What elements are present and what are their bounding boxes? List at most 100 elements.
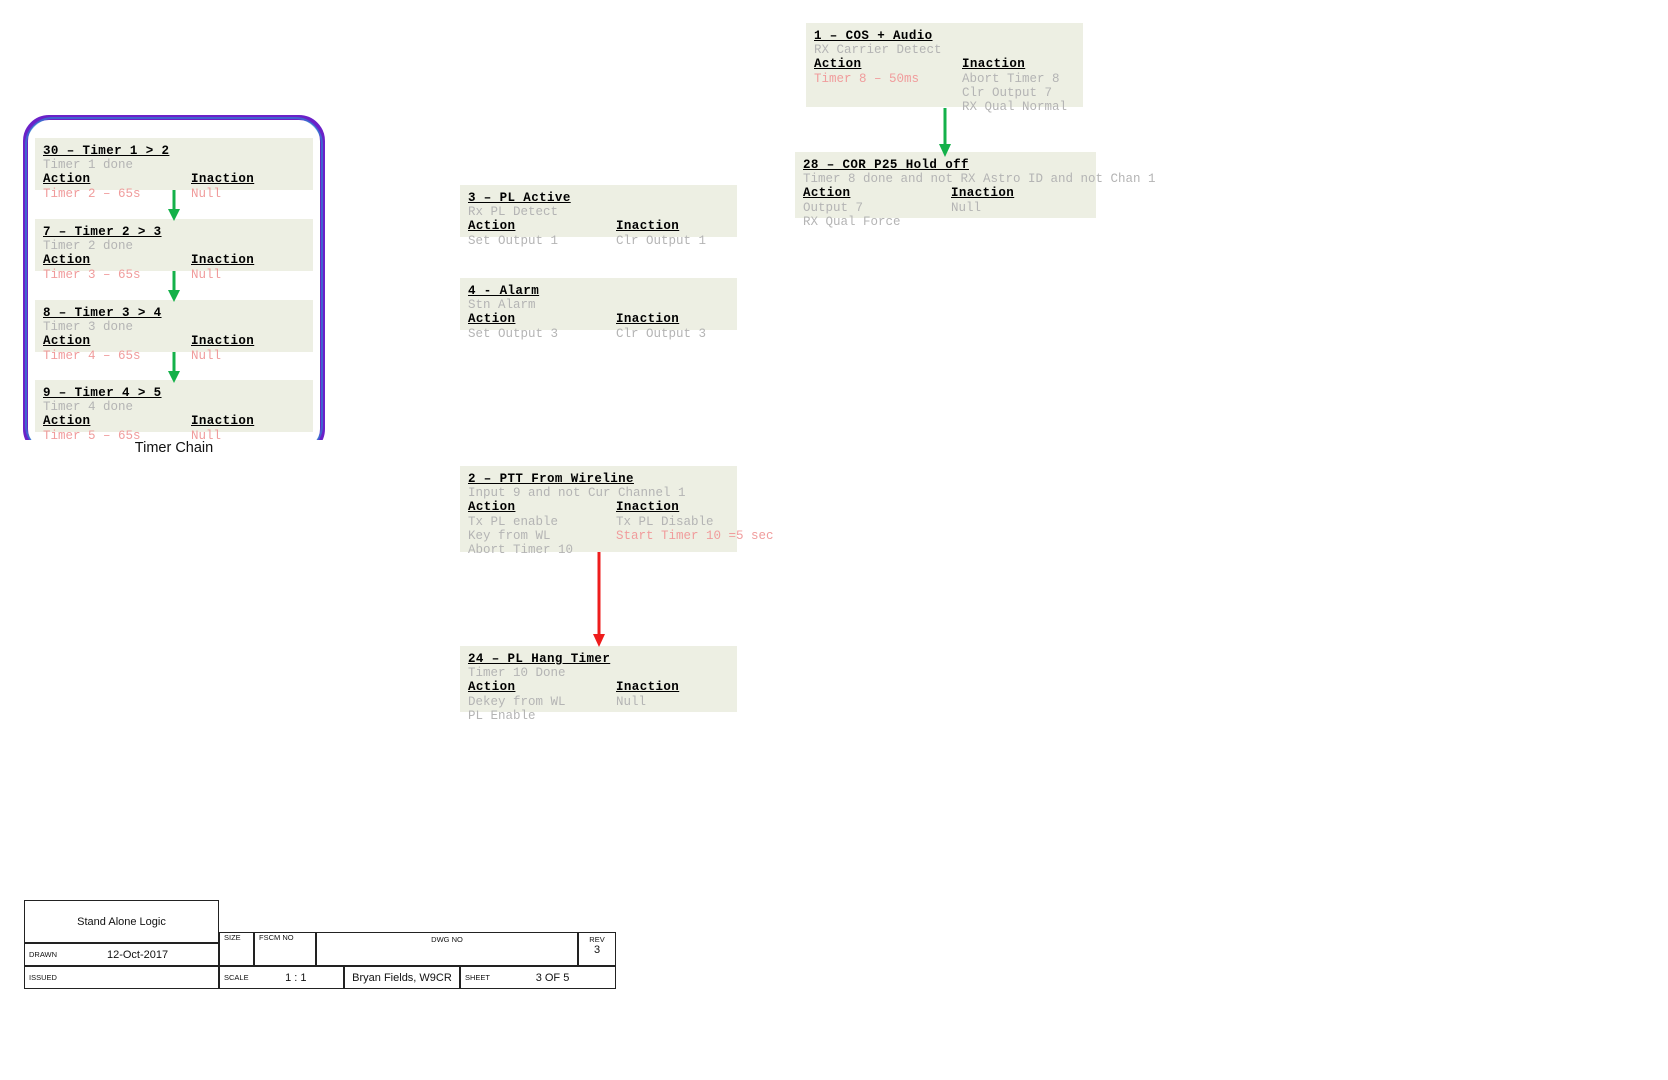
block-columns: Action Inaction Timer 5 – 65s Null xyxy=(43,414,305,442)
action-header: Action xyxy=(803,186,851,201)
block-cor-p25-hold-off[interactable]: 28 – COR P25 Hold off Timer 8 done and n… xyxy=(795,152,1156,229)
action-header: Action xyxy=(43,334,91,349)
block-columns: Action Inaction Output 7 Null RX Qual Fo… xyxy=(803,186,1088,229)
arrow-timer-2-to-3 xyxy=(168,271,180,302)
action-value: Timer 5 – 65s xyxy=(43,428,141,443)
inaction-value: Start Timer 10 =5 sec xyxy=(616,528,774,543)
block-pl-active[interactable]: 3 – PL Active Rx PL Detect Action Inacti… xyxy=(460,185,737,248)
column-header-row: Action Inaction xyxy=(43,414,305,428)
block-condition: Timer 1 done xyxy=(43,158,134,173)
inaction-value: Null xyxy=(616,694,647,709)
block-title: 4 - Alarm xyxy=(468,284,540,298)
action-header: Action xyxy=(468,219,516,234)
title-block-author-cell: Bryan Fields, W9CR xyxy=(344,966,460,989)
block-title: 7 – Timer 2 > 3 xyxy=(43,225,162,239)
title-block-scale-cell: SCALE 1 : 1 xyxy=(219,966,344,989)
inaction-value: Null xyxy=(191,428,222,443)
action-value: PL Enable xyxy=(468,708,536,723)
block-row: Abort Timer 10 xyxy=(468,543,729,557)
inaction-value: Abort Timer 8 xyxy=(962,71,1060,86)
title-block-rev-label: REV xyxy=(589,935,605,944)
block-title: 30 – Timer 1 > 2 xyxy=(43,144,170,158)
inaction-header: Inaction xyxy=(191,334,255,349)
block-columns: Action Inaction Dekey from WL Null PL En… xyxy=(468,680,729,723)
title-block-drawing-title: Stand Alone Logic xyxy=(77,915,166,928)
title-block-drawn-cell: DRAWN 12-Oct-2017 xyxy=(24,943,219,966)
inaction-header: Inaction xyxy=(951,186,1015,201)
action-header: Action xyxy=(468,680,516,695)
inaction-value: Clr Output 7 xyxy=(962,85,1053,100)
inaction-value: Clr Output 3 xyxy=(616,326,707,341)
column-header-row: Action Inaction xyxy=(468,219,729,233)
block-row: Output 7 Null xyxy=(803,201,1088,215)
title-block-fscm-cell: FSCM NO xyxy=(254,932,316,966)
block-title: 24 – PL Hang Timer xyxy=(468,652,611,666)
block-title: 2 – PTT From Wireline xyxy=(468,472,634,486)
block-row: Key from WL Start Timer 10 =5 sec xyxy=(468,528,774,543)
column-header-row: Action Inaction xyxy=(468,680,729,694)
action-value: Set Output 1 xyxy=(468,233,559,248)
inaction-header: Inaction xyxy=(616,500,680,515)
action-header: Action xyxy=(43,414,91,429)
action-value: Tx PL enable xyxy=(468,514,559,529)
action-header: Action xyxy=(468,500,516,515)
title-block-size-label: SIZE xyxy=(224,933,241,942)
block-alarm[interactable]: 4 - Alarm Stn Alarm Action Inaction Set … xyxy=(460,278,737,341)
block-condition: Timer 2 done xyxy=(43,239,134,254)
title-block-sheet-cell: SHEET 3 OF 5 xyxy=(460,966,616,989)
block-row: Timer 2 – 65s Null xyxy=(43,187,305,201)
action-value: Key from WL xyxy=(468,528,551,543)
inaction-header: Inaction xyxy=(191,253,255,268)
action-value: RX Qual Force xyxy=(803,214,901,229)
arrow-timer-1-to-2 xyxy=(168,190,180,221)
column-header-row: Action Inaction xyxy=(43,334,305,348)
block-timer-3-4[interactable]: 8 – Timer 3 > 4 Timer 3 done Action Inac… xyxy=(35,300,313,363)
block-condition: Input 9 and not Cur Channel 1 xyxy=(468,486,686,501)
inaction-header: Inaction xyxy=(616,219,680,234)
block-timer-2-3[interactable]: 7 – Timer 2 > 3 Timer 2 done Action Inac… xyxy=(35,219,313,282)
title-block-issued-cell: ISSUED xyxy=(24,966,219,989)
block-pl-hang-timer[interactable]: 24 – PL Hang Timer Timer 10 Done Action … xyxy=(460,646,737,723)
title-block-sheet-label: SHEET xyxy=(465,973,491,982)
action-value: Set Output 3 xyxy=(468,326,559,341)
block-row: PL Enable xyxy=(468,709,729,723)
block-timer-1-2[interactable]: 30 – Timer 1 > 2 Timer 1 done Action Ina… xyxy=(35,138,313,201)
block-condition: Timer 4 done xyxy=(43,400,134,415)
title-block-author-value: Bryan Fields, W9CR xyxy=(352,971,452,984)
inaction-header: Inaction xyxy=(191,414,255,429)
block-row: Clr Output 7 xyxy=(814,86,1075,100)
block-row: Tx PL enable Tx PL Disable xyxy=(468,515,729,529)
inaction-value: Null xyxy=(191,348,222,363)
block-columns: Action Inaction Timer 4 – 65s Null xyxy=(43,334,305,362)
block-title: 8 – Timer 3 > 4 xyxy=(43,306,162,320)
column-header-row: Action Inaction xyxy=(43,172,305,186)
title-block-dwg-label: DWG NO xyxy=(431,935,463,944)
title-block-fscm-label: FSCM NO xyxy=(259,933,294,942)
block-ptt-from-wireline[interactable]: 2 – PTT From Wireline Input 9 and not Cu… xyxy=(460,466,774,557)
arrow-cos-to-cor-p25 xyxy=(939,108,951,157)
inaction-value: RX Qual Normal xyxy=(962,99,1068,114)
block-condition: Timer 3 done xyxy=(43,320,134,335)
block-condition: RX Carrier Detect xyxy=(814,43,942,58)
inaction-header: Inaction xyxy=(616,312,680,327)
action-value: Timer 4 – 65s xyxy=(43,348,141,363)
column-header-row: Action Inaction xyxy=(803,186,1088,200)
title-block-rev-value: 3 xyxy=(593,944,601,956)
block-title: 1 – COS + Audio xyxy=(814,29,933,43)
title-block-dwg-cell: DWG NO xyxy=(316,932,578,966)
block-title: 9 – Timer 4 > 5 xyxy=(43,386,162,400)
action-header: Action xyxy=(43,253,91,268)
block-timer-4-5[interactable]: 9 – Timer 4 > 5 Timer 4 done Action Inac… xyxy=(35,380,313,443)
column-header-row: Action Inaction xyxy=(43,253,305,267)
column-header-row: Action Inaction xyxy=(468,312,729,326)
column-header-row: Action Inaction xyxy=(468,500,729,514)
block-cos-audio[interactable]: 1 – COS + Audio RX Carrier Detect Action… xyxy=(806,23,1083,114)
block-row: Dekey from WL Null xyxy=(468,695,729,709)
block-columns: Action Inaction Set Output 1 Clr Output … xyxy=(468,219,729,247)
inaction-value: Tx PL Disable xyxy=(616,514,714,529)
block-title: 3 – PL Active xyxy=(468,191,571,205)
inaction-value: Null xyxy=(191,267,222,282)
arrow-timer-3-to-4 xyxy=(168,352,180,383)
block-condition: Stn Alarm xyxy=(468,298,536,313)
